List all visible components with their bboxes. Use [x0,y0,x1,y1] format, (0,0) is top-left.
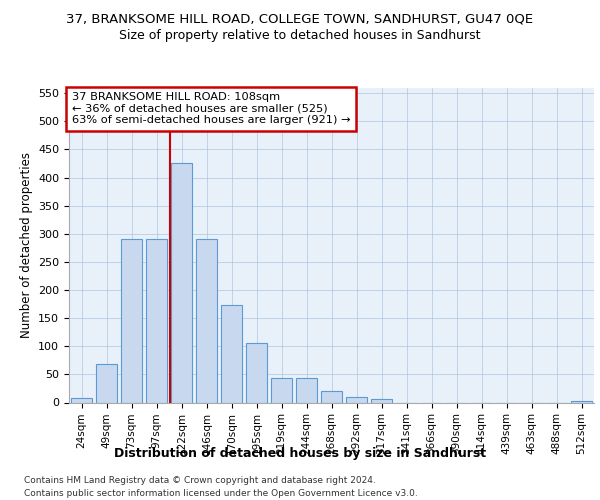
Bar [146,240,167,402]
Bar [121,240,142,402]
Text: Size of property relative to detached houses in Sandhurst: Size of property relative to detached ho… [119,29,481,42]
Bar [371,399,392,402]
Text: Contains public sector information licensed under the Open Government Licence v3: Contains public sector information licen… [24,489,418,498]
Bar [321,391,342,402]
Text: Contains HM Land Registry data © Crown copyright and database right 2024.: Contains HM Land Registry data © Crown c… [24,476,376,485]
Bar [246,344,267,402]
Bar [296,378,317,402]
Text: Distribution of detached houses by size in Sandhurst: Distribution of detached houses by size … [114,448,486,460]
Bar [96,364,117,403]
Bar [71,398,92,402]
Y-axis label: Number of detached properties: Number of detached properties [20,152,32,338]
Text: 37 BRANKSOME HILL ROAD: 108sqm
← 36% of detached houses are smaller (525)
63% of: 37 BRANKSOME HILL ROAD: 108sqm ← 36% of … [71,92,350,126]
Bar [221,305,242,402]
Bar [171,164,192,402]
Bar [346,397,367,402]
Text: 37, BRANKSOME HILL ROAD, COLLEGE TOWN, SANDHURST, GU47 0QE: 37, BRANKSOME HILL ROAD, COLLEGE TOWN, S… [67,12,533,26]
Bar [196,240,217,402]
Bar [571,401,592,402]
Bar [271,378,292,402]
